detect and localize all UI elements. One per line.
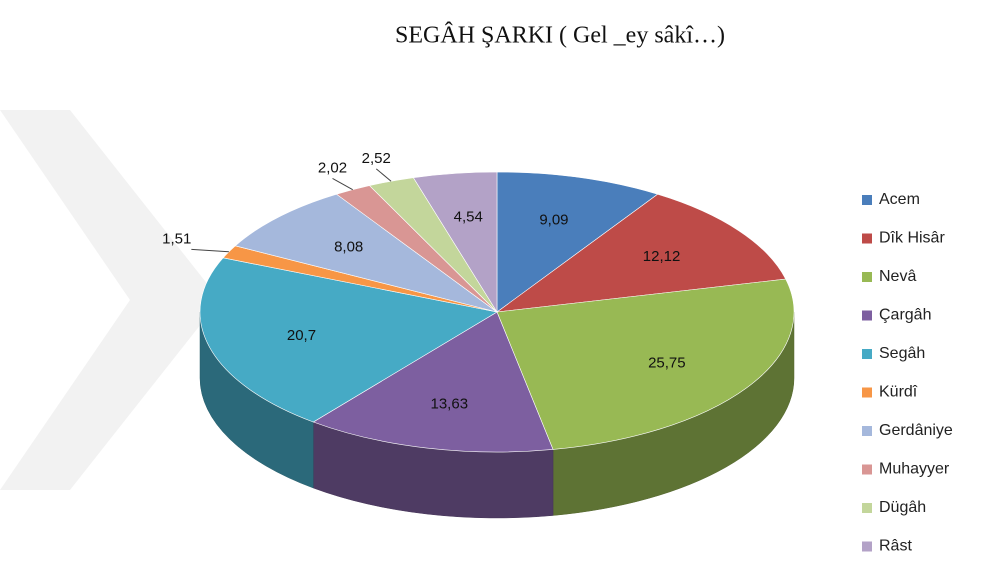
leader-line xyxy=(332,178,353,191)
legend-label: Râst xyxy=(879,538,912,555)
data-label: 13,63 xyxy=(431,395,469,412)
pie-labels: 9,09 12,12 25,75 13,63 20,7 1,51 8,08 2,02 2,52 4… xyxy=(162,150,685,413)
legend-swatch xyxy=(862,195,872,205)
leader-line xyxy=(375,168,392,182)
slice xyxy=(199,257,498,423)
data-label: 8,08 xyxy=(334,238,363,255)
data-label: 4,54 xyxy=(454,209,483,226)
legend-label: Acem xyxy=(879,191,920,208)
slice xyxy=(234,193,498,313)
legend-label: Nevâ xyxy=(879,268,916,285)
chart-title: SEGÂH ŞARKI ( Gel _ey sâkî…) xyxy=(395,23,725,49)
legend-swatch xyxy=(862,387,872,398)
legend-label: Gerdâniye xyxy=(879,422,953,439)
legend-label: Kürdî xyxy=(879,384,918,401)
data-label: 25,75 xyxy=(648,354,686,371)
slice xyxy=(495,193,787,313)
legend-swatch xyxy=(862,233,872,244)
watermark xyxy=(0,110,220,490)
slice xyxy=(312,311,554,453)
legend-label: Segâh xyxy=(879,345,925,362)
legend-swatch xyxy=(862,349,872,359)
leader-line xyxy=(191,248,229,253)
legend-swatch xyxy=(862,426,872,436)
legend-label: Muhayyer xyxy=(879,461,950,478)
slice xyxy=(412,171,498,314)
data-label: 9,09 xyxy=(539,212,568,229)
legend-label: Dügâh xyxy=(879,499,926,516)
legend-swatch xyxy=(862,310,872,321)
data-label: 12,12 xyxy=(643,248,681,265)
legend-swatch xyxy=(862,464,872,475)
legend-label: Çargâh xyxy=(879,307,931,324)
legend-swatch xyxy=(862,272,872,282)
legend-swatch xyxy=(862,541,872,552)
legend-label: Dîk Hisâr xyxy=(879,230,945,247)
data-label: 1,51 xyxy=(162,230,191,247)
legend: Acem Dîk Hisâr Nevâ Çargâh Segâh Kürdî Gerdâni… xyxy=(862,191,953,555)
data-label: 20,7 xyxy=(287,327,316,344)
pie-tops xyxy=(199,171,795,453)
data-label: 2,02 xyxy=(318,159,347,176)
data-label: 2,52 xyxy=(362,150,391,167)
legend-swatch xyxy=(862,503,872,513)
slice xyxy=(496,171,659,313)
slice xyxy=(496,278,795,450)
